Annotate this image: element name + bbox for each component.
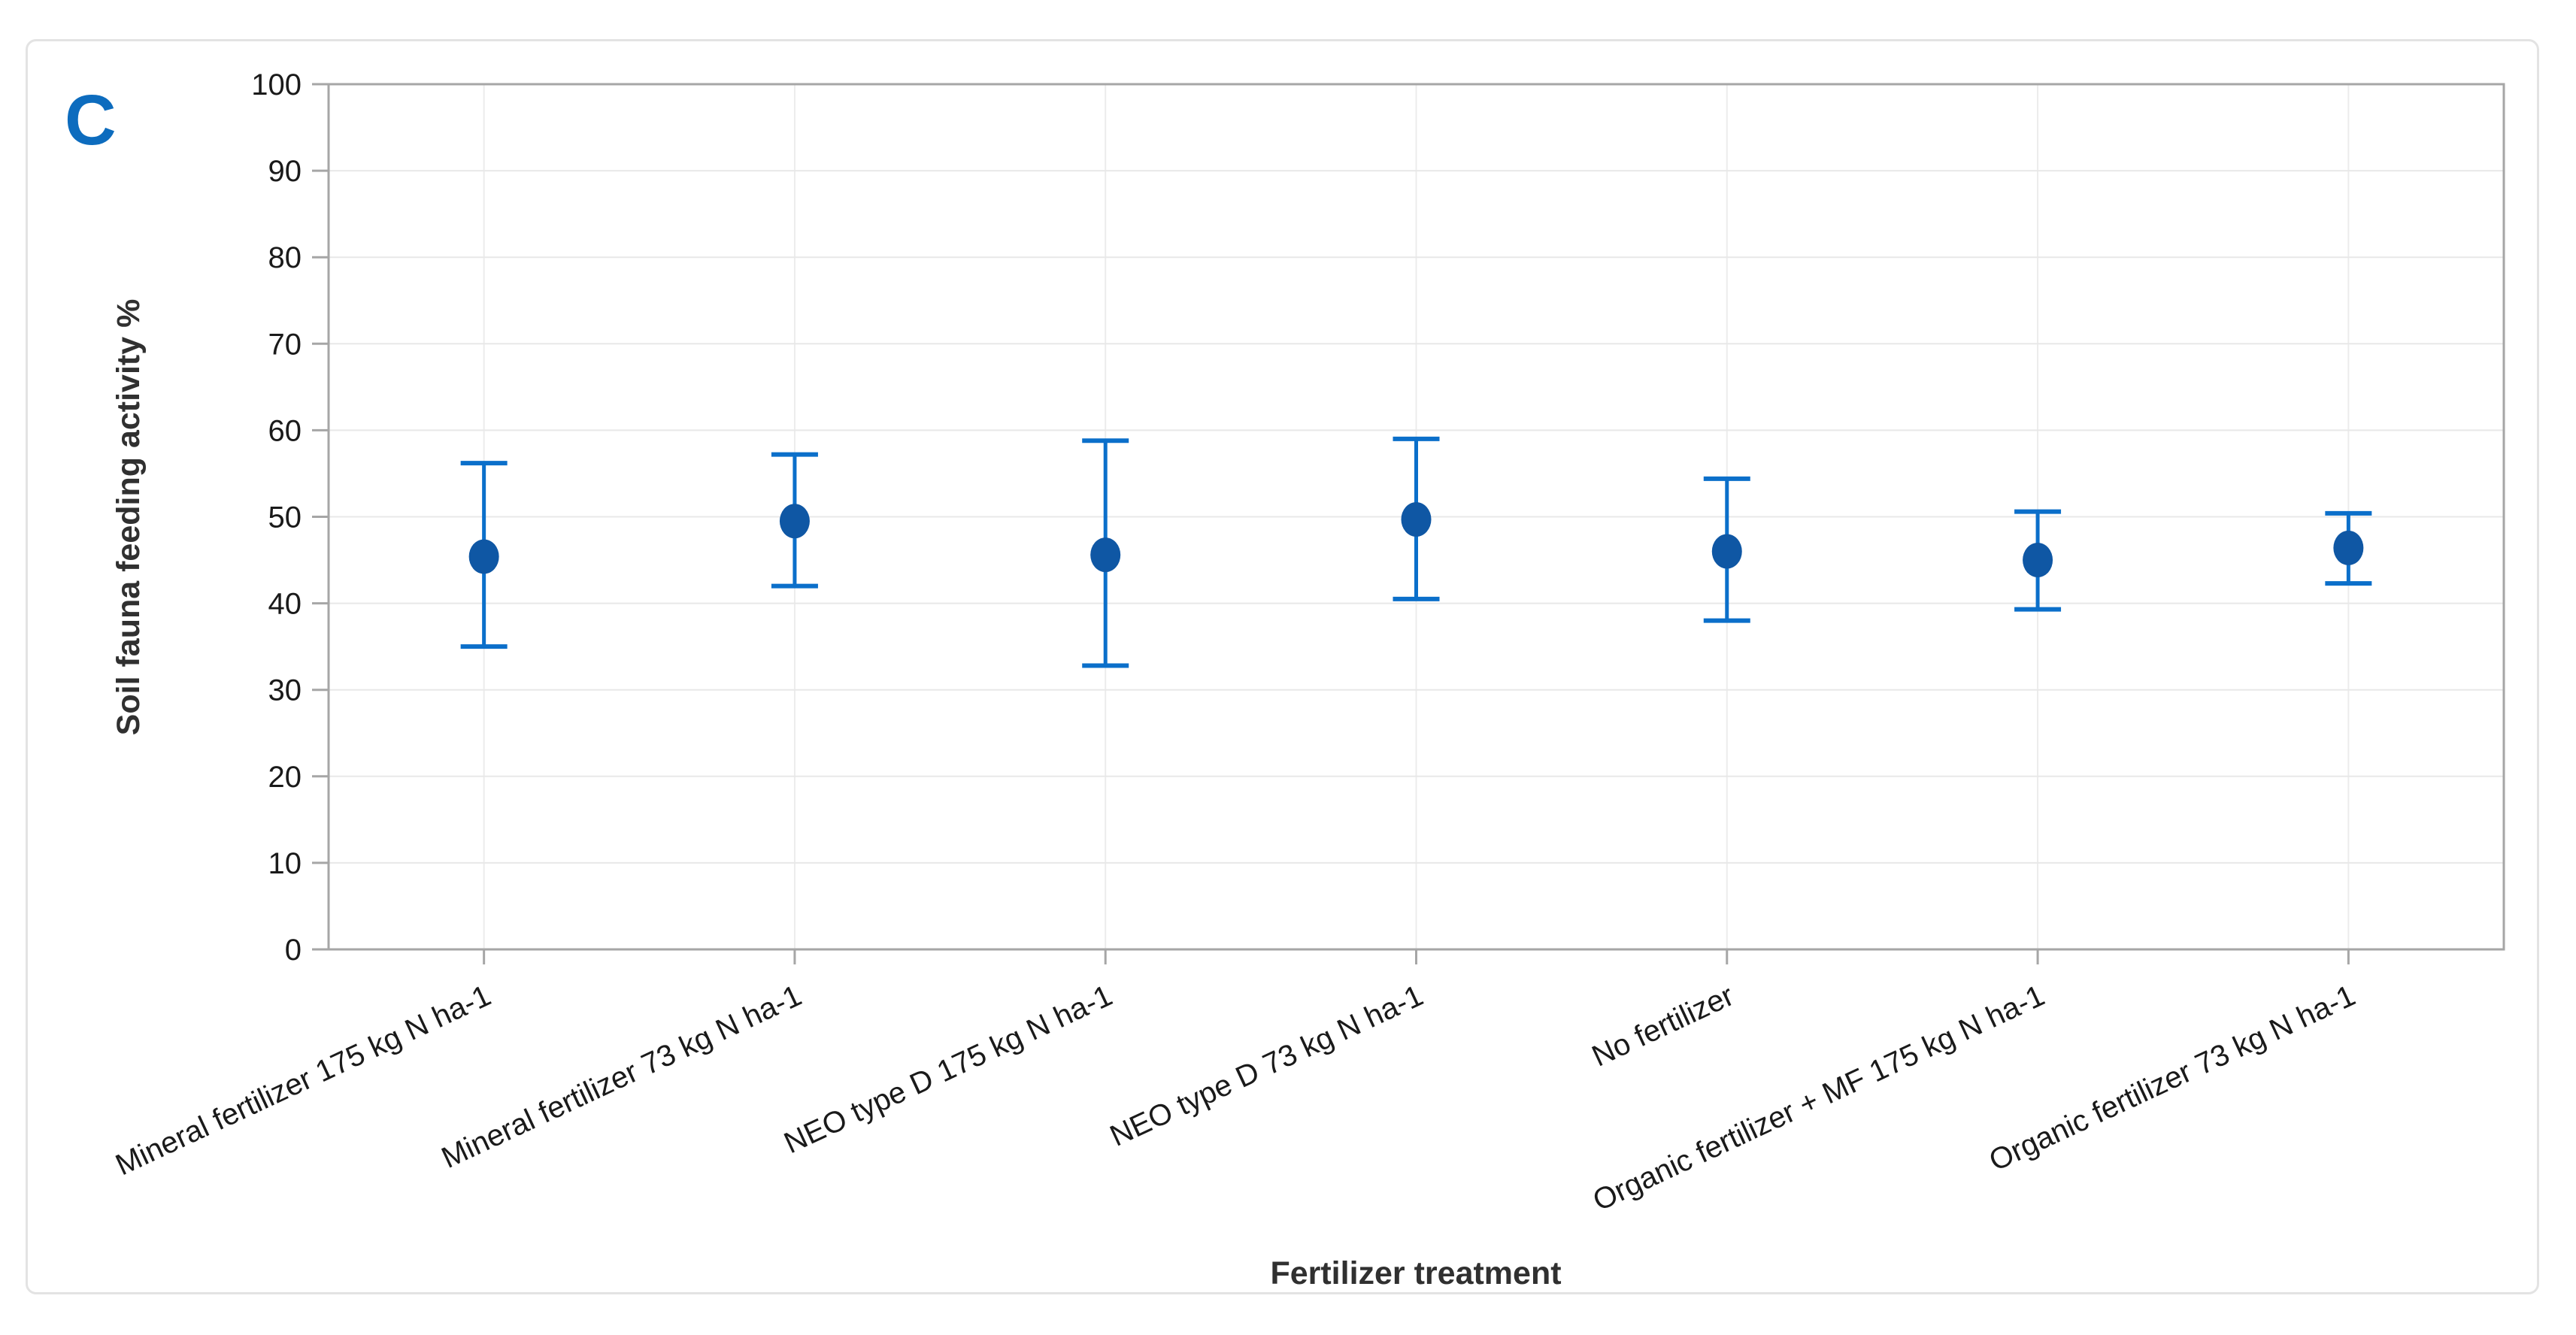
y-tick-label: 70 bbox=[268, 328, 302, 361]
data-point-marker bbox=[468, 539, 499, 574]
x-axis-title: Fertilizer treatment bbox=[1270, 1255, 1561, 1291]
x-category-label: NEO type D 175 kg N ha-1 bbox=[779, 979, 1117, 1160]
x-category-label: No fertilizer bbox=[1587, 979, 1739, 1073]
data-point-marker bbox=[779, 504, 810, 539]
data-point-marker bbox=[2023, 543, 2053, 578]
x-category-label: NEO type D 73 kg N ha-1 bbox=[1105, 979, 1429, 1153]
x-category-label: Mineral fertilizer 175 kg N ha-1 bbox=[111, 979, 496, 1182]
y-tick-label: 90 bbox=[268, 155, 302, 188]
y-tick-label: 20 bbox=[268, 761, 302, 794]
y-tick-label: 10 bbox=[268, 847, 302, 880]
data-point-marker bbox=[1401, 501, 1432, 537]
y-axis-title: Soil fauna feeding activity % bbox=[111, 299, 147, 736]
data-point-marker bbox=[2333, 530, 2364, 565]
y-tick-label: 50 bbox=[268, 501, 302, 534]
figure-card bbox=[26, 39, 2539, 1294]
panel-label: C bbox=[65, 80, 117, 160]
data-point-marker bbox=[1711, 534, 1742, 569]
y-tick-label: 100 bbox=[251, 68, 302, 101]
data-point-marker bbox=[1090, 537, 1121, 573]
y-tick-label: 60 bbox=[268, 414, 302, 447]
y-tick-label: 0 bbox=[285, 934, 302, 967]
y-tick-label: 30 bbox=[268, 674, 302, 707]
y-tick-label: 80 bbox=[268, 241, 302, 274]
y-tick-label: 40 bbox=[268, 588, 302, 621]
